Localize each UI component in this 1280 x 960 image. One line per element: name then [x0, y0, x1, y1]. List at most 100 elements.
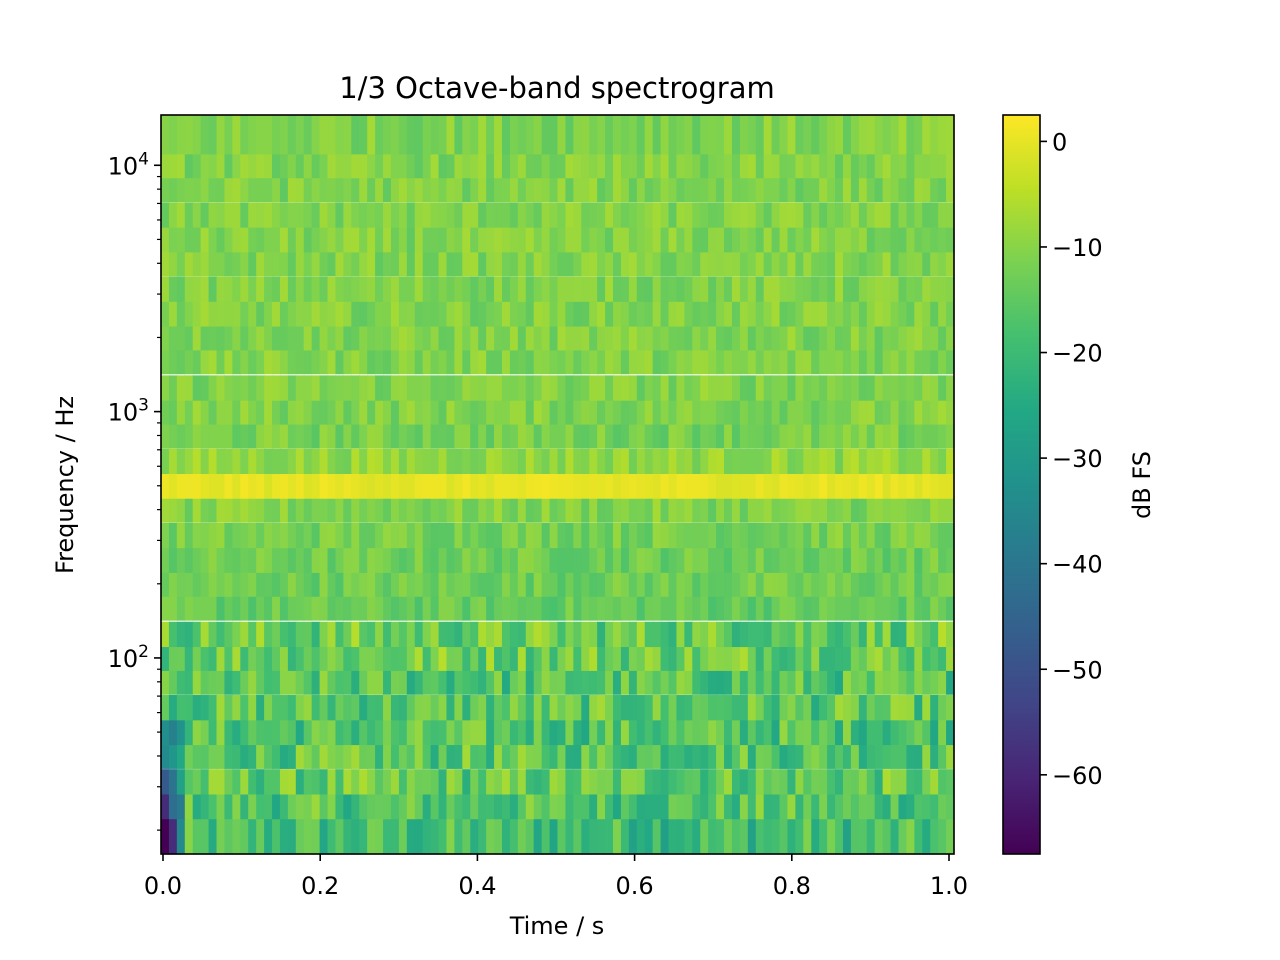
heatmap-cell [351, 276, 360, 302]
heatmap-cell [906, 276, 915, 302]
heatmap-cell [470, 522, 479, 549]
heatmap-cell [351, 769, 360, 795]
heatmap-cell [200, 250, 210, 277]
heatmap-cell [787, 325, 796, 351]
heatmap-cell [422, 301, 432, 327]
heatmap-cell [739, 176, 749, 203]
heatmap-cell [898, 448, 908, 475]
heatmap-cell [176, 325, 186, 351]
heatmap-cell [795, 769, 804, 795]
heatmap-cell [343, 276, 352, 302]
heatmap-cell [343, 325, 352, 351]
heatmap-cell [272, 227, 281, 253]
heatmap-cell [755, 115, 765, 155]
heatmap-cell [803, 621, 812, 648]
heatmap-cell [628, 423, 638, 449]
heatmap-cell [747, 645, 757, 671]
heatmap-cell [541, 595, 551, 621]
heatmap-cell [256, 669, 265, 695]
heatmap-cell [351, 743, 360, 769]
heatmap-cell [549, 695, 559, 721]
heatmap-cell [343, 115, 352, 155]
heatmap-cell [359, 719, 368, 746]
heatmap-cell [319, 497, 329, 523]
heatmap-cell [811, 522, 820, 549]
heatmap-cell [906, 547, 915, 573]
heatmap-cell [192, 176, 202, 203]
heatmap-cell [430, 817, 440, 855]
heatmap-cell [549, 348, 559, 375]
heatmap-cell [216, 301, 226, 327]
heatmap-cell [644, 325, 654, 351]
heatmap-cell [922, 645, 931, 671]
heatmap-cell [620, 669, 630, 695]
heatmap-cell [819, 669, 828, 695]
heatmap-cell [303, 695, 313, 721]
heatmap-cell [668, 423, 678, 449]
heatmap-cell [478, 152, 487, 179]
heatmap-cell [835, 645, 844, 671]
heatmap-cell [398, 621, 408, 648]
heatmap-cell [272, 645, 281, 671]
heatmap-cell [525, 375, 535, 401]
heatmap-cell [501, 497, 511, 523]
heatmap-cell [930, 595, 939, 621]
heatmap-cell [478, 621, 487, 648]
heatmap-cell [327, 522, 337, 549]
heatmap-cell [898, 522, 908, 549]
heatmap-cell [414, 645, 424, 671]
heatmap-cell [842, 793, 852, 820]
heatmap-cell [628, 348, 638, 375]
heatmap-cell [533, 473, 543, 499]
heatmap-cell [692, 375, 701, 401]
heatmap-cell [208, 152, 218, 179]
heatmap-cell [874, 325, 884, 351]
heatmap-cell [406, 769, 416, 795]
heatmap-cell [779, 695, 789, 721]
heatmap-cell [866, 522, 876, 549]
heatmap-cell [200, 621, 210, 648]
heatmap-cell [216, 115, 226, 155]
heatmap-cell [200, 448, 210, 475]
heatmap-cell [446, 743, 456, 769]
heatmap-cell [525, 399, 535, 425]
heatmap-cell [700, 399, 709, 425]
heatmap-cell [161, 817, 170, 855]
heatmap-cell [398, 301, 408, 327]
heatmap-cell [319, 301, 329, 327]
heatmap-cell [795, 497, 804, 523]
heatmap-cell [652, 152, 662, 179]
heatmap-cell [898, 817, 908, 855]
heatmap-cell [716, 645, 725, 671]
heatmap-cell [930, 276, 939, 302]
heatmap-cell [724, 695, 733, 721]
heatmap-cell [660, 645, 670, 671]
heatmap-cell [470, 473, 479, 499]
heatmap-cell [470, 152, 479, 179]
heatmap-cell [430, 669, 440, 695]
heatmap-cell [494, 595, 503, 621]
heatmap-cell [597, 227, 606, 253]
heatmap-cell [850, 769, 860, 795]
heatmap-cell [597, 152, 606, 179]
heatmap-cell [494, 325, 503, 351]
heatmap-cell [795, 473, 804, 499]
heatmap-cell [795, 817, 804, 855]
heatmap-cell [724, 719, 733, 746]
heatmap-cell [613, 276, 622, 302]
heatmap-cell [232, 399, 241, 425]
heatmap-cell [224, 250, 233, 277]
heatmap-cell [176, 817, 186, 855]
heatmap-cell [398, 769, 408, 795]
heatmap-cell [827, 547, 836, 573]
heatmap-cell [597, 695, 606, 721]
heatmap-cell [842, 743, 852, 769]
heatmap-cell [660, 769, 670, 795]
heatmap-cell [414, 522, 424, 549]
heatmap-cell [787, 621, 796, 648]
heatmap-cell [898, 176, 908, 203]
heatmap-cell [351, 250, 360, 277]
heatmap-cell [922, 152, 931, 179]
heatmap-cell [549, 669, 559, 695]
heatmap-cell [605, 743, 614, 769]
